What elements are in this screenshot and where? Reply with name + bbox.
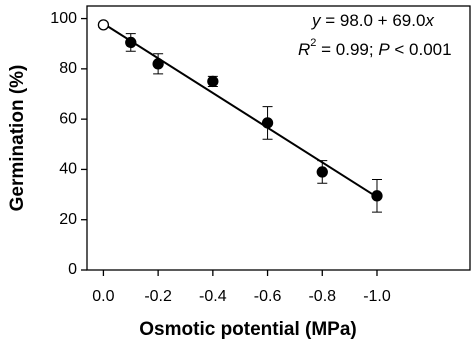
x-tick-label: 0.0 — [92, 288, 114, 305]
point — [261, 117, 274, 129]
x-tick-label: -0.4 — [199, 288, 227, 305]
ann-part: P — [378, 40, 390, 59]
ann-part: = 98.0 + 69.0 — [321, 11, 426, 30]
y-tick-label: 60 — [59, 110, 77, 127]
y-tick-label: 80 — [59, 60, 77, 77]
stats: R2 = 0.99; P < 0.001 — [298, 37, 452, 60]
y-axis-title: Germination (%) — [7, 65, 28, 212]
point — [152, 58, 164, 70]
ann-part: < 0.001 — [390, 40, 452, 59]
x-tick-label: -0.6 — [254, 288, 282, 305]
ann-part: x — [424, 11, 434, 30]
ann-part: = 0.99; — [316, 40, 378, 59]
ann-part: y — [311, 11, 322, 30]
point — [97, 19, 110, 31]
equation: y = 98.0 + 69.0x — [311, 11, 434, 30]
y-tick-label: 100 — [50, 10, 77, 27]
point — [371, 190, 383, 202]
x-tick-label: -0.2 — [144, 288, 172, 305]
y-tick-label: 20 — [59, 211, 77, 228]
ann-part: R — [298, 40, 310, 59]
x-axis-title: Osmotic potential (MPa) — [139, 319, 356, 340]
y-tick-label: 0 — [68, 261, 77, 278]
plot-frame — [86, 5, 471, 271]
x-tick-label: -1.0 — [363, 288, 391, 305]
y-tick-label: 40 — [59, 161, 77, 178]
fit-line — [102, 22, 378, 198]
point — [125, 36, 137, 49]
ann-part: 2 — [310, 37, 316, 49]
point — [207, 75, 219, 88]
point — [316, 166, 328, 178]
x-tick-label: -0.8 — [308, 288, 336, 305]
